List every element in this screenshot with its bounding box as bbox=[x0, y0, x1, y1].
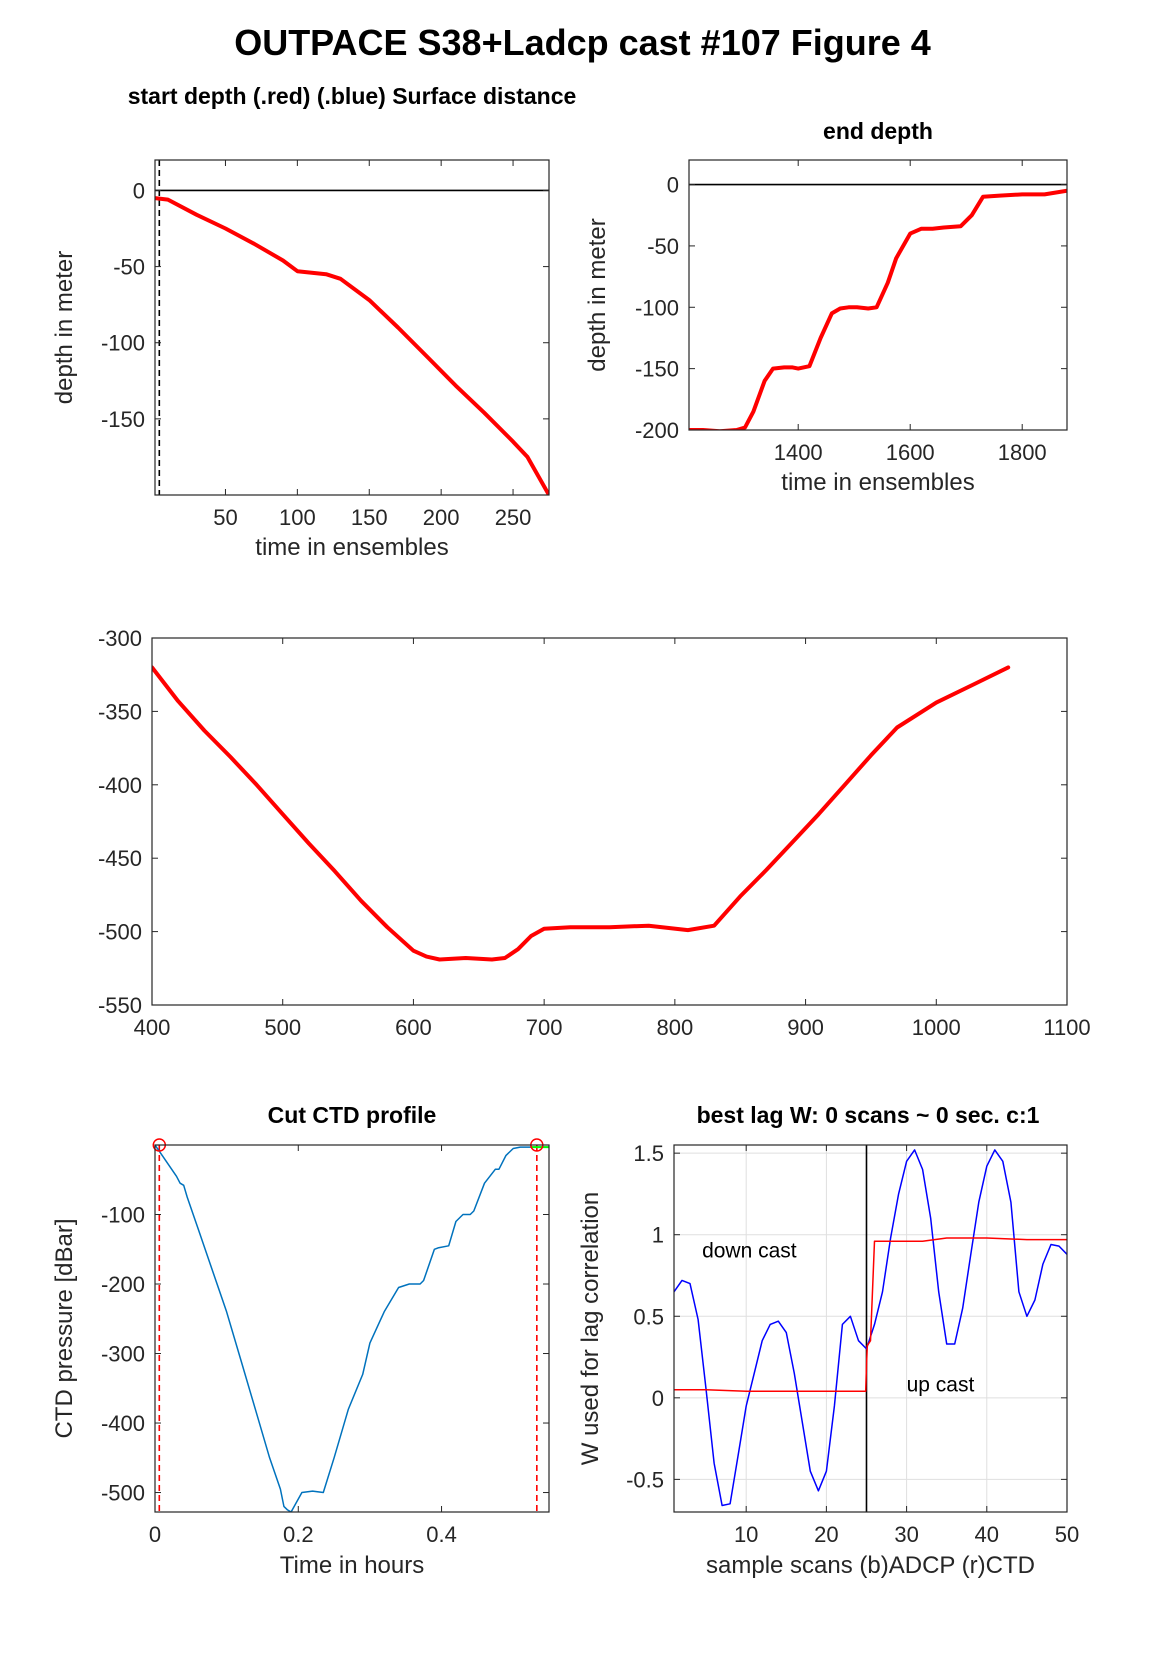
y-axis-label: depth in meter bbox=[584, 218, 611, 371]
plot-content bbox=[674, 1145, 1067, 1512]
y-tick-label: 0 bbox=[667, 173, 679, 198]
chart-title: start depth (.red) (.blue) Surface dista… bbox=[128, 83, 577, 109]
y-tick-label: -100 bbox=[101, 1203, 145, 1228]
plot-area bbox=[155, 160, 549, 495]
x-tick-label: 200 bbox=[423, 505, 460, 530]
x-axis-label: Time in hours bbox=[280, 1552, 425, 1579]
x-tick-label: 900 bbox=[787, 1015, 824, 1040]
x-tick-label: 0.2 bbox=[283, 1522, 314, 1547]
plot-area bbox=[155, 1145, 549, 1512]
y-tick-label: -0.5 bbox=[626, 1467, 664, 1492]
axes-box bbox=[151, 637, 1068, 1006]
chart-start: 50 100 150 200 250 0 -50 -100 -150 start depth (.… bbox=[51, 83, 576, 561]
x-axis-label: time in ensembles bbox=[255, 534, 448, 561]
y-tick-label: 1 bbox=[652, 1223, 664, 1248]
plot-area bbox=[689, 160, 1067, 430]
chart-middle: 400 500 600 700 800 900 1000 1100 -300 -350 -400 -4… bbox=[98, 626, 1091, 1040]
x-tick-label: 600 bbox=[395, 1015, 432, 1040]
x-tick-label: 40 bbox=[975, 1522, 999, 1547]
plot-area bbox=[152, 638, 1067, 1005]
y-tick-label: 0.5 bbox=[633, 1304, 664, 1329]
series-line-ctd bbox=[674, 1237, 1067, 1393]
y-tick-label: -100 bbox=[101, 331, 145, 356]
plot-content bbox=[689, 183, 1067, 430]
y-tick-label: -400 bbox=[101, 1411, 145, 1436]
x-tick-label: 500 bbox=[264, 1015, 301, 1040]
x-tick-label: 100 bbox=[279, 505, 316, 530]
x-tick-label: 50 bbox=[213, 505, 237, 530]
annotation-text: up cast bbox=[907, 1373, 975, 1396]
x-tick-label: 700 bbox=[526, 1015, 563, 1040]
series-line-0 bbox=[152, 665, 1011, 962]
axes-box bbox=[154, 159, 550, 496]
y-tick-label: -150 bbox=[101, 407, 145, 432]
x-axis-label: time in ensembles bbox=[781, 469, 974, 496]
plot-content bbox=[155, 1145, 549, 1512]
y-tick-label: -500 bbox=[101, 1481, 145, 1506]
y-tick-label: -50 bbox=[113, 255, 145, 280]
y-tick-label: -500 bbox=[98, 920, 142, 945]
x-axis-label: sample scans (b)ADCP (r)CTD bbox=[706, 1552, 1035, 1579]
x-tick-label: 30 bbox=[894, 1522, 918, 1547]
y-tick-label: -200 bbox=[101, 1272, 145, 1297]
chart-title: Cut CTD profile bbox=[268, 1102, 437, 1128]
x-tick-label: 1000 bbox=[912, 1015, 961, 1040]
y-tick-label: -550 bbox=[98, 993, 142, 1018]
plot-content bbox=[155, 160, 549, 495]
annotation-text: down cast bbox=[702, 1240, 797, 1263]
chart-lag: down cast up cast 10 20 30 40 50 1.5 1 0.5 0 -0.5 be… bbox=[577, 1102, 1079, 1579]
chart-end: 1400 1600 1800 0 -50 -100 -150 -200 end depth tim… bbox=[584, 118, 1068, 496]
series-line-0 bbox=[689, 188, 1067, 430]
y-tick-label: -400 bbox=[98, 773, 142, 798]
x-tick-label: 1600 bbox=[886, 440, 935, 465]
x-tick-label: 20 bbox=[814, 1522, 838, 1547]
plot-content bbox=[152, 665, 1011, 962]
y-tick-label: 1.5 bbox=[633, 1141, 664, 1166]
y-tick-label: -50 bbox=[647, 234, 679, 259]
series-line-0 bbox=[155, 1145, 549, 1512]
figure-title: OUTPACE S38+Ladcp cast #107 Figure 4 bbox=[234, 22, 931, 63]
axes-box bbox=[154, 1144, 550, 1513]
y-tick-label: -350 bbox=[98, 699, 142, 724]
x-tick-label: 0.4 bbox=[426, 1522, 457, 1547]
axes-box bbox=[673, 1144, 1068, 1513]
chart-ctd: 0 0.2 0.4 -100 -200 -300 -400 -500 Cut CTD profi… bbox=[51, 1102, 550, 1579]
x-tick-label: 800 bbox=[656, 1015, 693, 1040]
x-tick-label: 10 bbox=[734, 1522, 758, 1547]
x-tick-label: 400 bbox=[134, 1015, 171, 1040]
x-tick-label: 150 bbox=[351, 505, 388, 530]
x-tick-label: 1800 bbox=[998, 440, 1047, 465]
chart-title: end depth bbox=[823, 118, 933, 144]
x-tick-label: 0 bbox=[149, 1522, 161, 1547]
x-tick-label: 250 bbox=[495, 505, 532, 530]
y-tick-label: 0 bbox=[652, 1386, 664, 1411]
y-tick-label: -450 bbox=[98, 846, 142, 871]
chart-title: best lag W: 0 scans ~ 0 sec. c:1 bbox=[697, 1102, 1040, 1128]
x-tick-label: 1100 bbox=[1043, 1015, 1090, 1040]
y-tick-label: -100 bbox=[635, 295, 679, 320]
axes-box bbox=[688, 159, 1068, 431]
y-tick-label: -300 bbox=[98, 626, 142, 651]
y-axis-label: W used for lag correlation bbox=[577, 1192, 604, 1465]
x-tick-label: 1400 bbox=[774, 440, 823, 465]
y-tick-label: 0 bbox=[133, 178, 145, 203]
x-tick-label: 50 bbox=[1055, 1522, 1079, 1547]
y-tick-label: -150 bbox=[635, 357, 679, 382]
y-tick-label: -300 bbox=[101, 1342, 145, 1367]
series-line-0 bbox=[155, 196, 549, 495]
y-axis-label: depth in meter bbox=[51, 251, 78, 404]
y-tick-label: -200 bbox=[635, 418, 679, 443]
y-axis-label: CTD pressure [dBar] bbox=[51, 1218, 78, 1438]
